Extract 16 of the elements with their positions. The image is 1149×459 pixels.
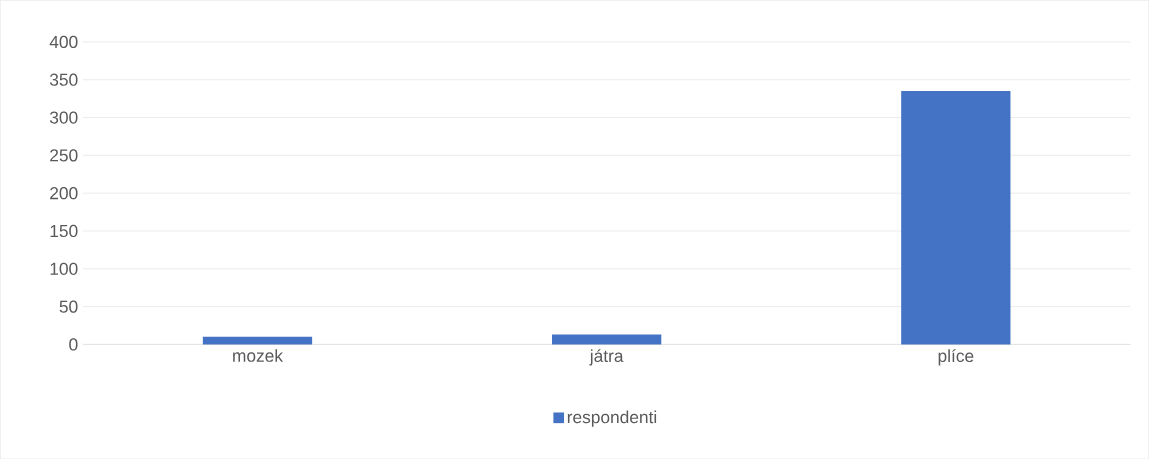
x-tick-label: plíce <box>938 348 974 366</box>
bar <box>202 336 313 345</box>
y-tick-label: 50 <box>59 300 78 313</box>
bar <box>552 334 662 345</box>
y-tick-label: 350 <box>49 73 78 86</box>
y-tick-label: 100 <box>50 262 78 275</box>
legend-label: respondenti <box>567 410 657 427</box>
y-tick-label: 300 <box>49 111 78 124</box>
x-tick-label: mozek <box>233 348 284 362</box>
y-tick-label: 0 <box>69 338 78 351</box>
y-tick-label: 250 <box>50 149 78 162</box>
y-tick-label: 150 <box>50 224 78 237</box>
bar <box>901 90 1011 345</box>
y-tick-label: 200 <box>50 186 78 200</box>
x-tick-label: játra <box>589 348 624 366</box>
y-tick-label: 400 <box>49 35 78 48</box>
